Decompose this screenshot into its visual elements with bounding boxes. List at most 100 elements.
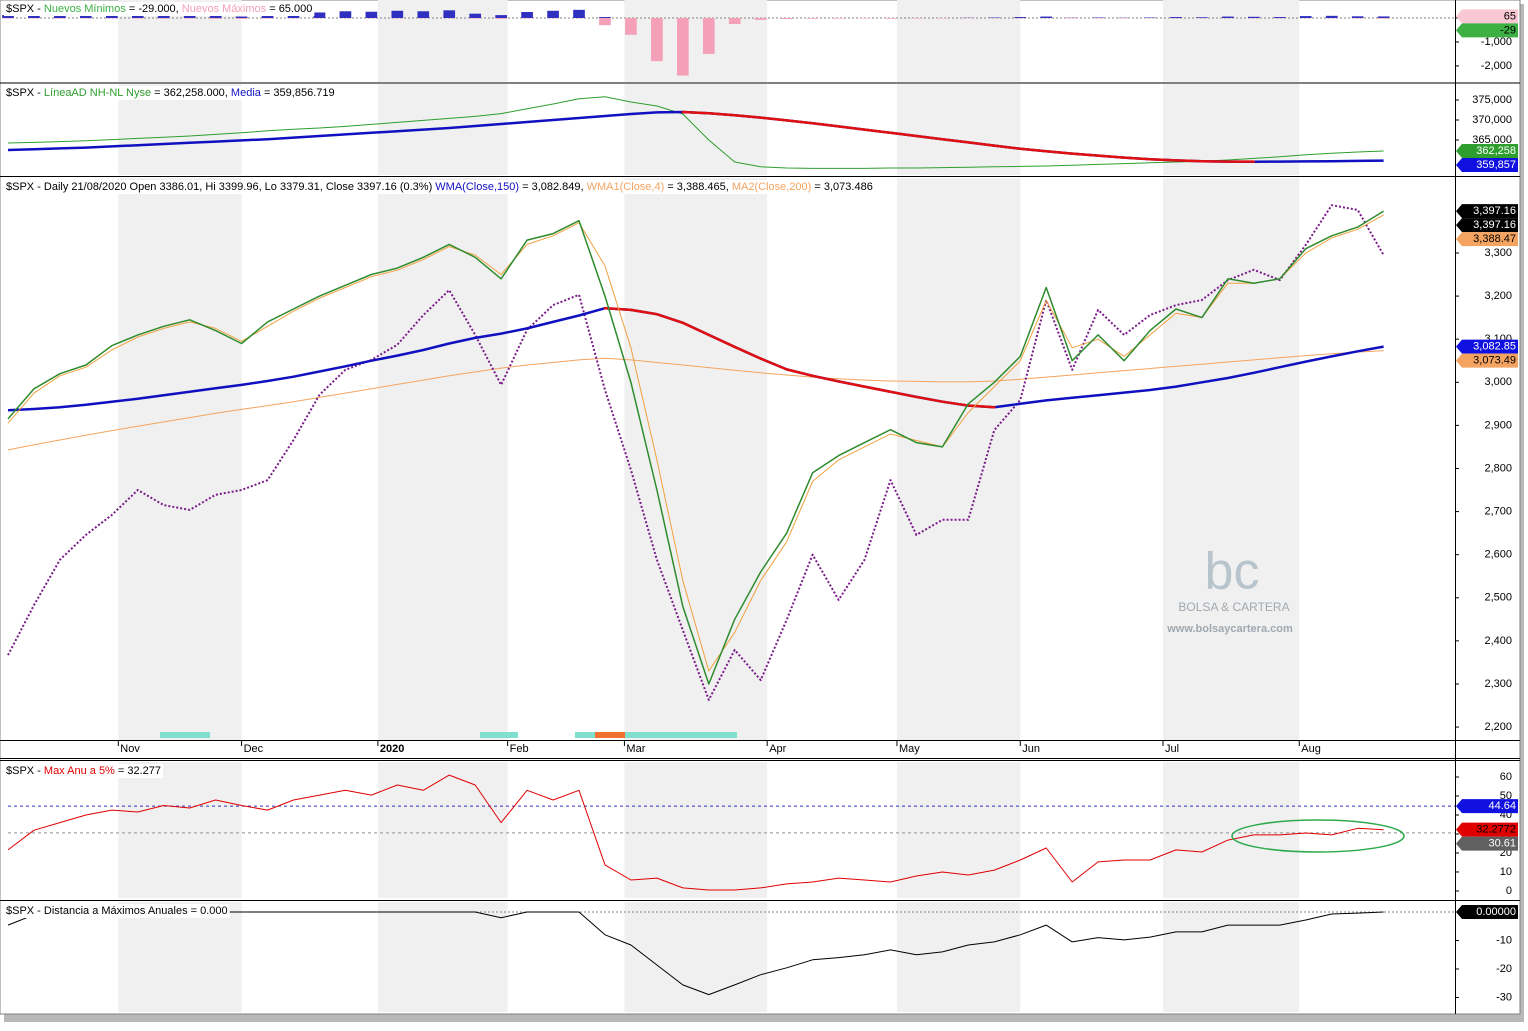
panel-header: $SPX - Distancia a Máximos Anuales = 0.0… — [6, 905, 228, 917]
bar — [1352, 16, 1364, 18]
bar — [54, 18, 66, 19]
x-tick-label: Nov — [120, 743, 140, 755]
signal — [480, 732, 518, 738]
bar — [236, 18, 248, 19]
month-band — [624, 84, 767, 175]
header-text: = 362,258.000, — [151, 87, 231, 99]
bar — [1274, 17, 1286, 18]
bar — [366, 12, 378, 18]
y-tick-label: 2,200 — [1484, 721, 1512, 733]
panel: 2,2002,3002,4002,5002,6002,7002,8002,900… — [4, 178, 1518, 740]
bar — [1248, 17, 1260, 18]
value-badge-label: 362,258 — [1476, 145, 1516, 157]
signal — [625, 732, 737, 738]
panel-header: $SPX - Nuevos Mínimos = -29.000, Nuevos … — [6, 3, 312, 15]
y-tick-label: 2,500 — [1484, 592, 1512, 604]
header-text: $SPX - Daily 21/08/2020 Open 3386.01, Hi… — [6, 181, 435, 193]
bar — [391, 11, 403, 18]
bar — [1196, 17, 1208, 18]
down-segment — [1150, 159, 1176, 160]
bar — [599, 18, 611, 25]
y-tick-label: -10 — [1496, 934, 1512, 946]
value-badge-label: 3,082.85 — [1473, 340, 1516, 352]
bar — [495, 15, 507, 18]
bar — [158, 18, 170, 19]
y-tick-label: -1,000 — [1481, 36, 1512, 48]
x-tick-label: 2020 — [380, 743, 404, 755]
value-badge-label: 44.64 — [1488, 800, 1516, 812]
bar — [755, 18, 767, 20]
header-text: Max Anu a 5% — [44, 765, 115, 777]
month-band — [1163, 762, 1299, 898]
x-tick-label: May — [899, 743, 920, 755]
bar — [495, 18, 507, 19]
month-band — [624, 762, 767, 898]
month-band — [118, 178, 241, 740]
panel-header: $SPX - LíneaAD NH-NL Nyse = 362,258.000,… — [6, 87, 335, 99]
month-band — [1163, 178, 1299, 740]
bar — [469, 14, 481, 18]
y-tick-label: 3,200 — [1484, 290, 1512, 302]
down-segment — [683, 112, 709, 113]
panel: -10-20-300.00000$SPX - Distancia a Máxim… — [4, 902, 1518, 1012]
value-badge-label: 0.00000 — [1476, 906, 1516, 918]
bar — [677, 18, 689, 76]
y-tick-label: 2,800 — [1484, 462, 1512, 474]
y-tick-label: 10 — [1500, 866, 1512, 878]
month-band — [378, 902, 508, 1012]
bar — [833, 18, 845, 19]
down-segment — [968, 406, 994, 408]
bar — [651, 18, 663, 61]
x-tick-label: Feb — [510, 743, 529, 755]
header-text: Media — [231, 87, 262, 99]
header-text: = 359,856.719 — [261, 87, 335, 99]
header-text: $SPX - — [6, 87, 44, 99]
bar — [885, 18, 897, 19]
month-band — [624, 178, 767, 740]
x-tick-label: Mar — [626, 743, 645, 755]
bar — [236, 17, 248, 18]
bar — [210, 18, 222, 19]
month-band — [897, 0, 1020, 82]
header-text: Nuevos Mínimos — [44, 3, 126, 15]
bar — [599, 17, 611, 18]
header-text: Nuevos Máximos — [182, 3, 267, 15]
header-text: = 65.000 — [266, 3, 312, 15]
header-text: MA2(Close,200) — [732, 181, 811, 193]
bar — [314, 12, 326, 18]
month-band — [1163, 902, 1299, 1012]
month-band — [624, 0, 767, 82]
value-badge-label: 3,388.47 — [1473, 233, 1516, 245]
header-text: $SPX - — [6, 765, 44, 777]
bar — [340, 11, 352, 18]
value-badge-label: 65 — [1504, 10, 1516, 22]
x-tick-label: Jun — [1022, 743, 1040, 755]
y-tick-label: 3,000 — [1484, 376, 1512, 388]
bar — [1222, 17, 1234, 18]
bar — [807, 18, 819, 19]
month-band — [897, 762, 1020, 898]
y-tick-label: 2,300 — [1484, 678, 1512, 690]
bar — [1014, 17, 1026, 18]
header-text: WMA1(Close,4) — [587, 181, 665, 193]
bar — [262, 18, 274, 19]
bar — [547, 11, 559, 18]
watermark-name: BOLSA & CARTERA — [1178, 600, 1289, 614]
value-badge-label: -29 — [1500, 24, 1516, 36]
value-badge-label: 30.61 — [1488, 838, 1516, 850]
signal — [595, 732, 625, 738]
y-tick-label: -20 — [1496, 963, 1512, 975]
x-tick-label: Dec — [244, 743, 264, 755]
value-badge-label: 32.2772 — [1476, 824, 1516, 836]
down-segment — [1176, 160, 1202, 161]
header-text: = 32.277 — [115, 765, 161, 777]
month-band — [118, 902, 241, 1012]
bar — [781, 18, 793, 19]
watermark-url: www.bolsaycartera.com — [1166, 623, 1293, 635]
bar — [573, 10, 585, 18]
bar — [625, 18, 637, 35]
watermark-logo: bc — [1205, 543, 1260, 601]
